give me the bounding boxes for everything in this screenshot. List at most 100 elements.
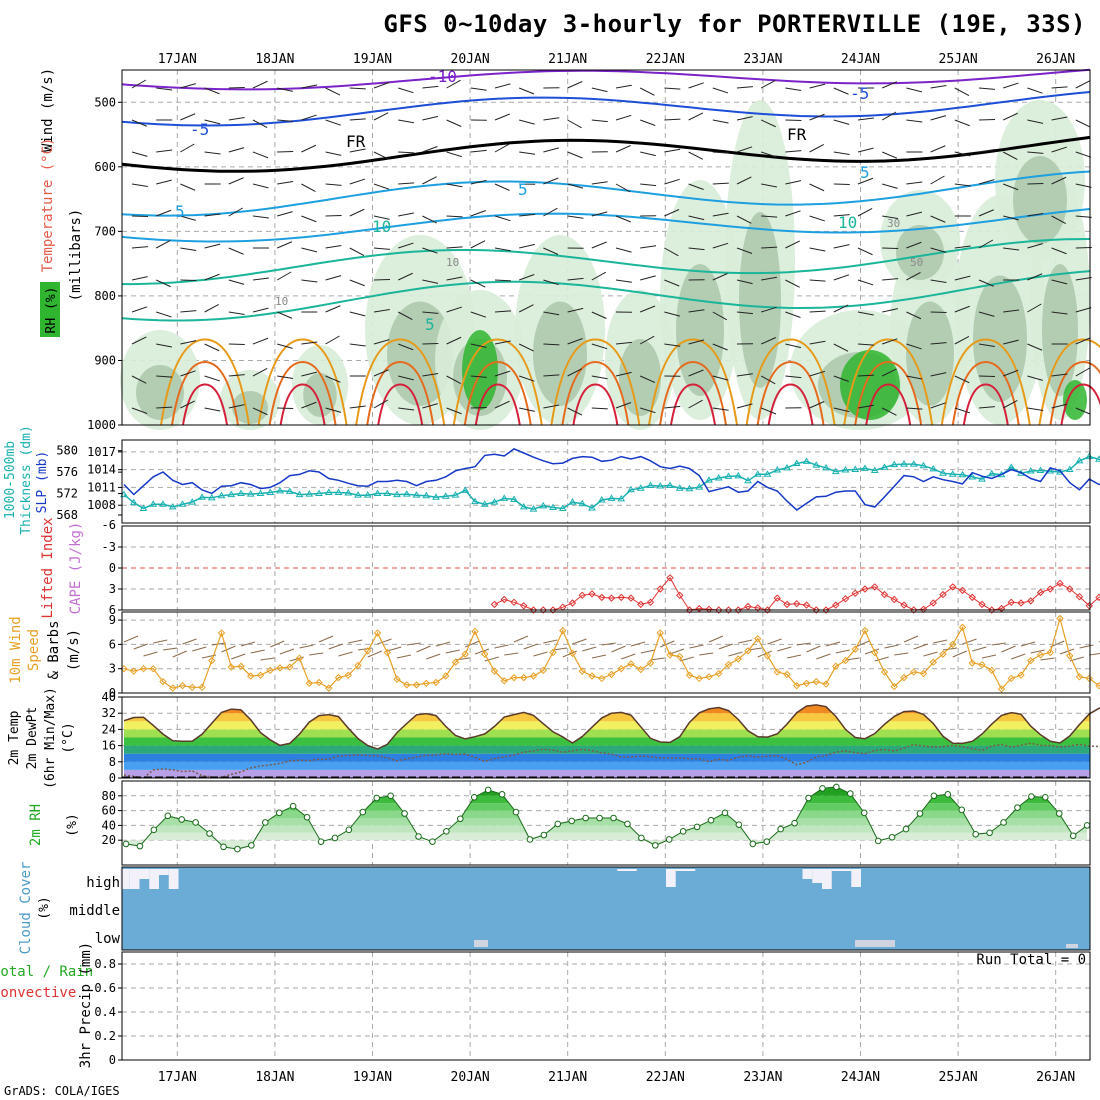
thickness-point — [939, 469, 947, 476]
lifted-index-point — [1046, 585, 1054, 593]
wind-barb — [156, 209, 172, 217]
temp-contour-minus10 — [121, 68, 1091, 91]
wind-speed-point — [568, 649, 577, 658]
thickness-point — [461, 486, 470, 493]
wind-speed-point — [656, 629, 664, 637]
thickness-point — [295, 490, 304, 498]
wind-barb — [494, 183, 510, 191]
wind-speed-point — [305, 679, 313, 687]
wind-barb — [1051, 146, 1067, 153]
wind-speed-point — [169, 684, 177, 692]
wind-barb — [906, 119, 923, 123]
rh-2m-point — [373, 794, 381, 802]
wind-barb — [373, 369, 389, 377]
wind-barb — [373, 278, 391, 281]
wind-barb — [470, 375, 487, 378]
grid-layer — [122, 70, 1090, 1060]
rh-tick-label: 60 — [102, 804, 116, 818]
wind-barb-10m — [484, 656, 499, 662]
lifted-index-point — [666, 574, 674, 582]
lifted-index-point — [900, 601, 908, 609]
rh-axis-label: RH (%) — [44, 287, 59, 334]
wind-barb — [398, 182, 415, 185]
wind-barb-10m — [757, 650, 772, 658]
wind-barb — [785, 311, 801, 318]
rh-2m-point — [401, 810, 408, 817]
temp-tick-label: 24 — [102, 722, 116, 736]
wind-barb — [301, 341, 318, 345]
wind-barb — [204, 119, 221, 125]
wind-barb — [446, 407, 462, 415]
thickness-point — [1026, 467, 1035, 474]
wind-barb-10m — [1001, 645, 1016, 653]
thickness-point — [656, 482, 665, 489]
temp-contour-15 — [121, 270, 1091, 322]
wind-barb-10m — [903, 635, 919, 643]
thickness-point — [188, 498, 197, 505]
wind-barb-10m — [991, 642, 1006, 646]
wind-barb — [736, 116, 753, 121]
thickness-point — [724, 472, 733, 479]
lifted-index-point — [637, 600, 645, 609]
thickness-point — [324, 488, 333, 495]
wind-barb — [712, 151, 729, 154]
lifted-index-point — [802, 601, 811, 609]
wind-barb — [277, 211, 293, 217]
pressure-tick-label: 600 — [94, 160, 116, 174]
thickness-point — [792, 459, 801, 467]
wind-barb-10m — [250, 649, 265, 654]
date-label-bottom: 18JAN — [255, 1070, 294, 1085]
thickness-point — [627, 485, 635, 493]
lifted-index-point — [578, 591, 586, 600]
wind-speed-point — [1017, 671, 1025, 679]
thickness-label-1: 1000-500mb — [3, 441, 18, 519]
wind-barb — [954, 336, 970, 345]
wind-barb — [930, 402, 946, 409]
wind-barb — [349, 208, 365, 217]
temp-band — [124, 704, 1090, 706]
wind-barb — [882, 183, 898, 189]
wind-barb-10m — [738, 639, 753, 644]
precip-tick-label: 0.4 — [94, 1005, 116, 1019]
temp-frame — [121, 696, 1091, 779]
wind-barb — [882, 338, 898, 345]
precip-tick-label: 0.2 — [94, 1029, 116, 1043]
wind-barb — [615, 84, 632, 89]
date-label-bottom: 25JAN — [939, 1070, 978, 1085]
wind-barb — [688, 339, 705, 345]
wind-barb — [180, 215, 196, 221]
wind-barb — [615, 114, 632, 121]
thickness-point — [363, 491, 372, 498]
date-label-bottom: 24JAN — [841, 1070, 880, 1085]
wind-barb — [785, 119, 802, 122]
wind-barb — [809, 83, 826, 89]
wind-barb — [228, 247, 244, 255]
wind-barb — [664, 247, 679, 257]
wind-barb-10m — [650, 657, 665, 661]
wind-barb-10m — [474, 648, 490, 655]
wind-barb-10m — [952, 650, 967, 658]
wind-barb — [204, 87, 220, 95]
high-cloud-bar — [685, 869, 696, 871]
wind-speed-point — [1056, 614, 1064, 623]
lifted-index-point — [822, 606, 830, 614]
lifted-index-point — [627, 594, 635, 602]
rh-2m-point — [234, 845, 241, 853]
wind-barb — [1075, 80, 1091, 89]
wind-barb — [277, 150, 294, 153]
low-cloud-bar — [855, 940, 895, 947]
wind-speed-point — [510, 673, 518, 682]
thickness-point — [510, 495, 518, 502]
wind-barb-10m — [260, 657, 275, 661]
wind-barb — [736, 247, 753, 254]
wind-barb-10m — [981, 654, 997, 659]
precip-label-convective: Convective — [0, 985, 76, 1001]
wind-barb-10m — [806, 645, 821, 653]
wind-barb — [277, 87, 293, 92]
rh2m-label-1: 2m RH — [28, 804, 44, 846]
wind-barb — [373, 151, 389, 160]
wind-barb — [712, 242, 729, 249]
wind-barb-10m — [640, 649, 655, 654]
warm-dome-contour — [745, 338, 836, 426]
wind-barb — [857, 343, 874, 346]
